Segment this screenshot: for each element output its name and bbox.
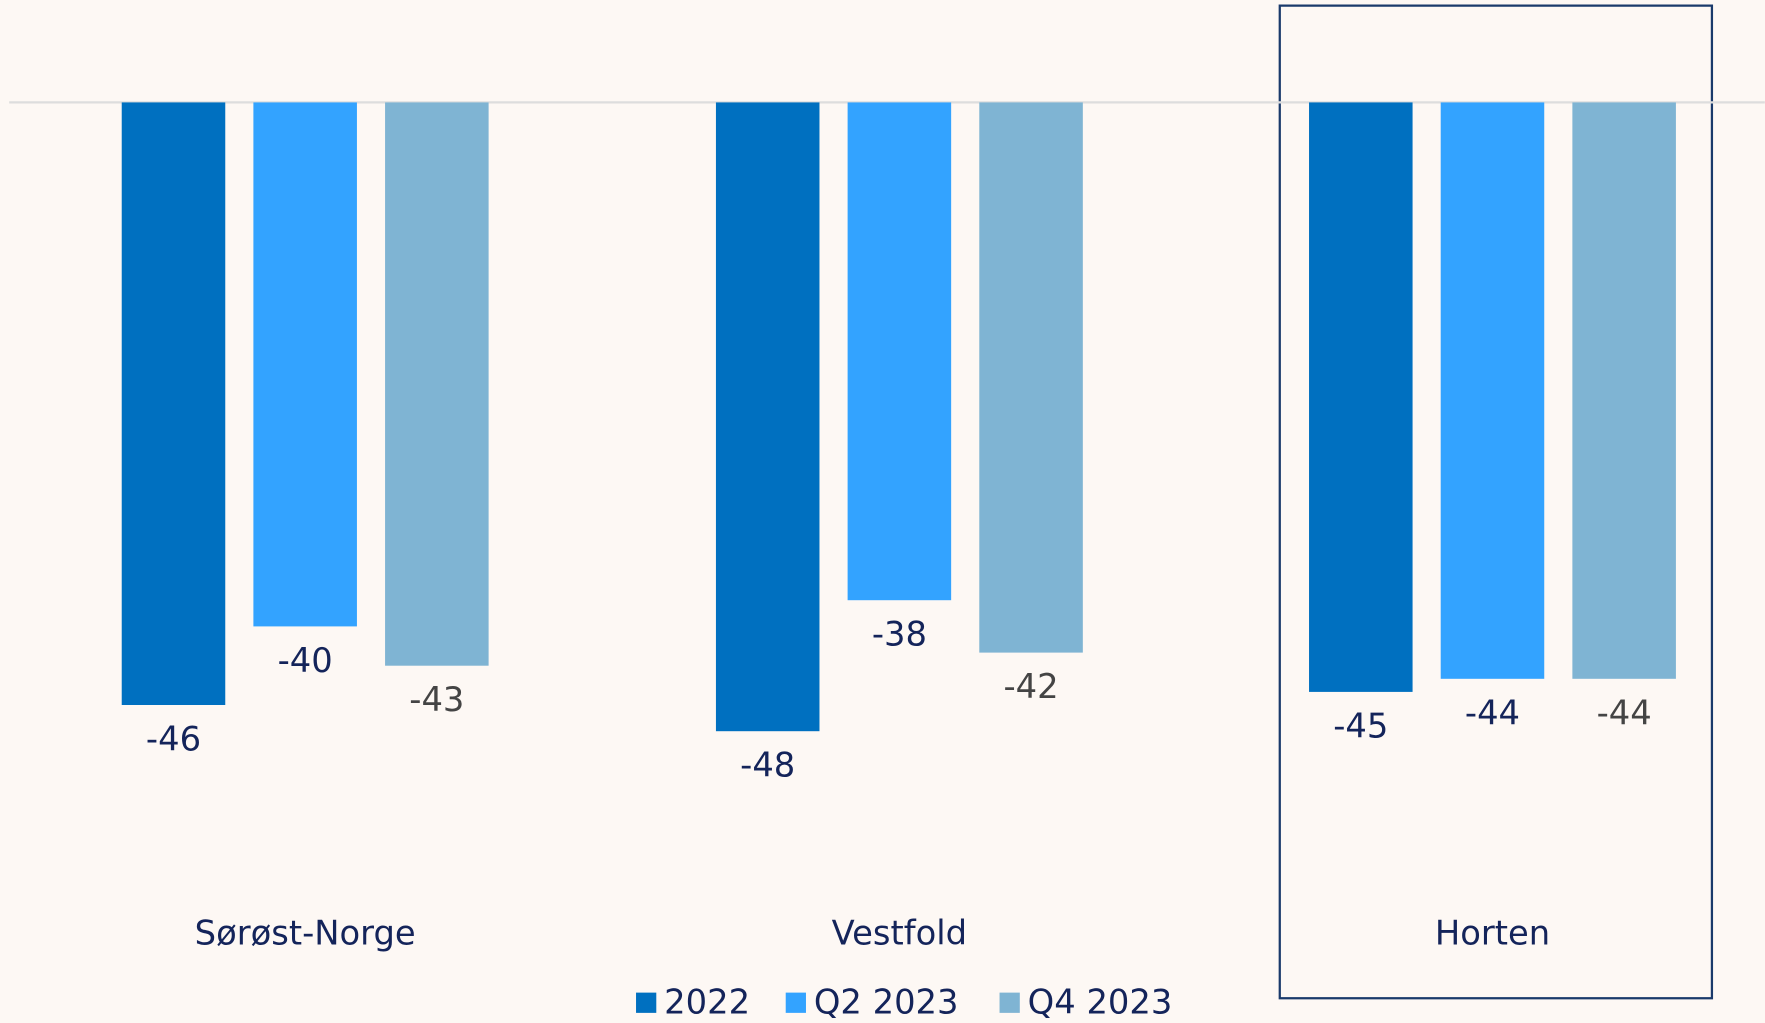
bar [1309, 102, 1413, 692]
highlight-box [1278, 4, 1714, 1000]
value-label: -40 [278, 641, 333, 680]
legend-label: Q4 2023 [1028, 982, 1173, 1021]
bar [979, 102, 1083, 653]
bar [847, 102, 952, 601]
value-label: -43 [409, 680, 464, 719]
x-tick-label: Vestfold [832, 914, 967, 953]
legend-label: 2022 [664, 982, 750, 1021]
legend-swatch [999, 992, 1020, 1013]
x-tick-label: Horten [1435, 914, 1550, 953]
bar [1440, 102, 1545, 679]
bar [121, 102, 226, 706]
value-label: -42 [1003, 667, 1058, 706]
value-label: -38 [872, 615, 927, 654]
bar [715, 102, 820, 732]
value-label: -44 [1465, 693, 1520, 732]
x-tick-label: Sørøst-Norge [195, 914, 416, 953]
value-label: -45 [1333, 706, 1388, 745]
legend-swatch [636, 992, 657, 1013]
value-label: -44 [1597, 693, 1652, 732]
bar [385, 102, 489, 666]
value-label: -46 [146, 720, 201, 759]
bar [253, 102, 357, 627]
value-label: -48 [740, 746, 795, 785]
legend-label: Q2 2023 [814, 982, 959, 1021]
bar [1572, 102, 1676, 679]
legend-swatch [785, 992, 806, 1013]
